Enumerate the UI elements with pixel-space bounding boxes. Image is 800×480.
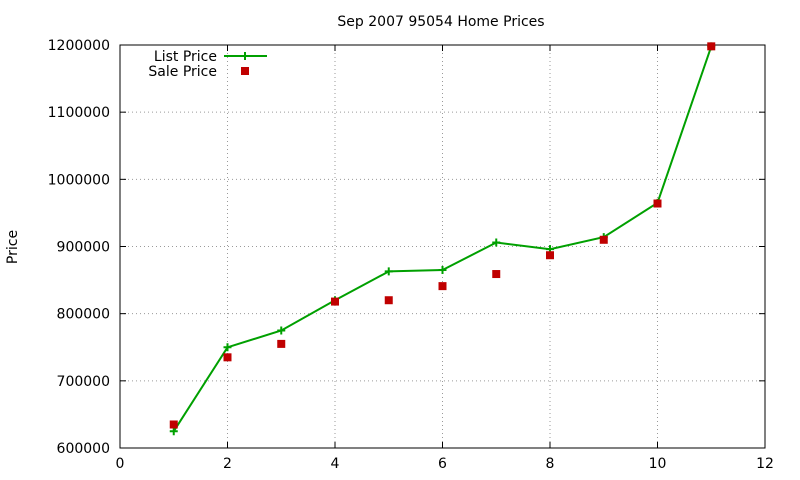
y-axis-label: Price [5, 230, 21, 264]
x-tick-label: 2 [223, 456, 232, 472]
y-tick-label: 1200000 [48, 38, 110, 54]
legend-marker-list-price [241, 52, 249, 60]
y-tick-label: 900000 [57, 240, 110, 256]
data-point-sale-price [277, 339, 286, 348]
data-point-sale-price [492, 270, 501, 279]
data-point-sale-price [169, 420, 178, 429]
data-point-list-price [223, 343, 232, 352]
data-point-sale-price [599, 235, 608, 244]
y-tick-label: 800000 [57, 307, 110, 323]
y-tick-label: 700000 [57, 374, 110, 390]
data-point-sale-price [384, 296, 393, 305]
grid-lines [120, 45, 765, 448]
data-point-sale-price [546, 251, 554, 260]
legend-label-sale-price: Sale Price [148, 64, 217, 80]
chart-title: Sep 2007 95054 Home Prices [337, 14, 544, 30]
data-point-sale-price [438, 282, 447, 291]
x-tick-label: 4 [331, 456, 340, 472]
data-point-sale-price [223, 353, 232, 362]
legend: List Price Sale Price [148, 49, 267, 80]
x-tick-label: 8 [546, 456, 555, 472]
y-tick-label: 1100000 [48, 105, 110, 121]
data-point-sale-price [707, 42, 716, 51]
x-tick-label: 12 [756, 456, 774, 472]
data-point-sale-price [653, 199, 662, 208]
legend-marker-sale-price [241, 67, 249, 75]
data-point-list-price [277, 326, 286, 335]
data-point-list-price [384, 267, 393, 276]
data-point-list-price [492, 238, 501, 247]
x-tick-label: 10 [649, 456, 667, 472]
data-point-list-price [169, 427, 178, 436]
data-point-list-price [438, 266, 447, 275]
y-tick-label: 600000 [57, 441, 110, 457]
y-tick-label: 1000000 [48, 172, 110, 188]
x-tick-label: 0 [116, 456, 125, 472]
data-point-sale-price [331, 297, 339, 306]
legend-label-list-price: List Price [154, 49, 217, 65]
x-tick-label: 6 [438, 456, 447, 472]
series-layer [169, 42, 716, 436]
axis-ticks: 0 2 4 6 8 10 12 600000 700000 800000 900000 1000000… [48, 38, 774, 472]
